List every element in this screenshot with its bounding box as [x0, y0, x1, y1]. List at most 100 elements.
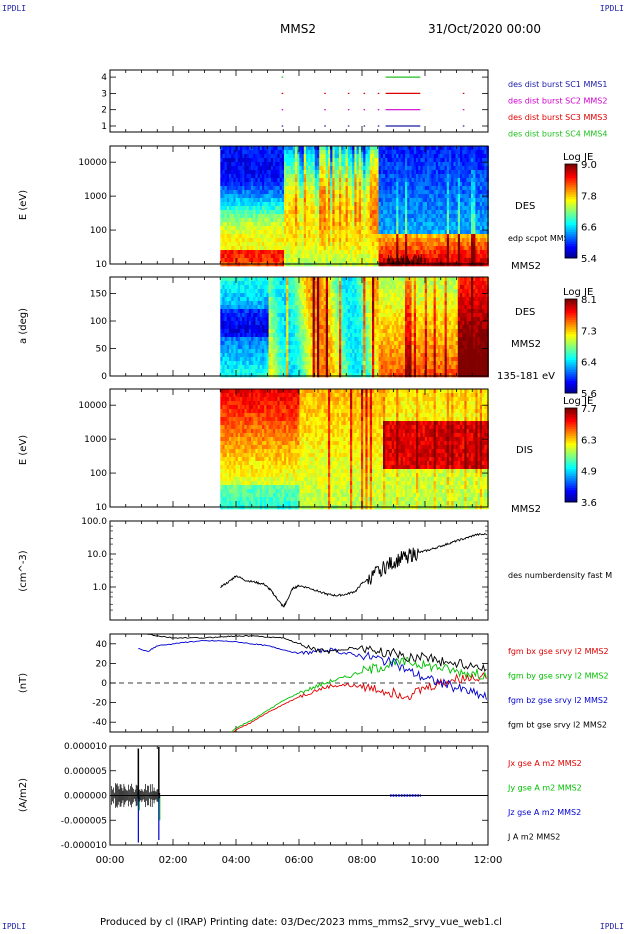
- spectrogram-cell: [330, 166, 333, 171]
- spectrogram-cell: [317, 190, 320, 195]
- spectrogram-cell: [427, 210, 430, 215]
- spectrogram-cell: [244, 222, 247, 227]
- spectrogram-cell: [308, 210, 311, 215]
- spectrogram-cell: [240, 146, 243, 151]
- spectrogram-cell: [438, 214, 441, 219]
- spectrogram-cell: [231, 246, 234, 251]
- spectrogram-cell: [336, 210, 340, 215]
- spectrogram-cell: [334, 226, 338, 231]
- spectrogram-cell: [387, 222, 390, 227]
- spectrogram-cell: [253, 277, 256, 282]
- spectrogram-cell: [466, 154, 470, 159]
- spectrogram-cell: [336, 234, 340, 239]
- spectrogram-cell: [226, 166, 230, 171]
- spectrogram-cell: [251, 154, 254, 159]
- spectrogram-cell: [244, 341, 247, 346]
- spectrogram-cell: [424, 182, 428, 187]
- spectrogram-cell: [341, 206, 344, 211]
- spectrogram-cell: [317, 238, 320, 243]
- spectrogram-cell: [224, 373, 228, 378]
- spectrogram-cell: [389, 226, 393, 231]
- spectrogram-cell: [264, 214, 267, 219]
- spectrogram-cell: [394, 198, 397, 203]
- spectrogram-cell: [440, 246, 443, 251]
- spectrogram-cell: [482, 174, 485, 179]
- spectrogram-cell: [268, 293, 272, 298]
- spectrogram-cell: [380, 226, 384, 231]
- spectrogram-cell: [314, 293, 318, 298]
- spectrogram-cell: [220, 293, 223, 298]
- spectrogram-cell: [244, 277, 247, 282]
- spectrogram-cell: [279, 317, 283, 322]
- spectrogram-cell: [253, 317, 256, 322]
- spectrogram-cell: [268, 373, 272, 378]
- spectrogram-cell: [343, 182, 346, 187]
- spectrogram-cell: [220, 246, 223, 251]
- spectrogram-cell: [273, 226, 276, 231]
- spectrogram-cell: [240, 150, 243, 155]
- spectrogram-cell: [387, 238, 390, 243]
- spectrogram-cell: [264, 313, 267, 318]
- spectrogram-cell: [266, 202, 269, 207]
- des-energy-spectrogram: [220, 146, 489, 267]
- spectrogram-cell: [301, 186, 305, 191]
- spectrogram-cell: [449, 222, 452, 227]
- spectrogram-cell: [394, 242, 397, 247]
- spectrogram-cell: [433, 158, 437, 163]
- spectrogram-cell: [226, 289, 230, 294]
- spectrogram-cell: [422, 242, 426, 247]
- spectrogram-cell: [336, 190, 340, 195]
- spectrogram-cell: [451, 198, 454, 203]
- spectrogram-cell: [279, 333, 283, 338]
- spectrogram-cell: [279, 325, 283, 330]
- spectrogram-cell: [345, 182, 349, 187]
- spectrogram-cell: [246, 214, 250, 219]
- spectrogram-cell: [288, 285, 291, 290]
- spectrogram-cell: [251, 313, 254, 318]
- spectrogram-cell: [235, 166, 239, 171]
- spectrogram-cell: [310, 297, 313, 302]
- spectrogram-cell: [292, 162, 296, 167]
- spectrogram-cell: [383, 166, 386, 171]
- spectrogram-cell: [352, 226, 355, 231]
- spectrogram-cell: [369, 214, 373, 219]
- spectrogram-cell: [451, 146, 454, 151]
- spectrogram-cell: [440, 166, 443, 171]
- spectrogram-cell: [328, 186, 331, 191]
- spectrogram-cell: [416, 246, 419, 251]
- spectrogram-cell: [237, 301, 241, 306]
- spectrogram-cell: [279, 373, 283, 378]
- spectrogram-cell: [292, 337, 296, 342]
- spectrogram-cell: [411, 254, 415, 259]
- spectrogram-cell: [308, 158, 311, 163]
- spectrogram-cell: [279, 357, 283, 362]
- spectrogram-cell: [422, 190, 426, 195]
- spectrogram-cell: [288, 317, 291, 322]
- spectrogram-cell: [402, 158, 406, 163]
- spectrogram-cell: [330, 214, 333, 219]
- spectrogram-cell: [281, 222, 285, 227]
- spectrogram-cell: [281, 329, 285, 334]
- spectrogram-cell: [290, 234, 294, 239]
- spectrogram-cell: [229, 214, 232, 219]
- spectrogram-cell: [248, 146, 252, 151]
- spectrogram-cell: [312, 293, 316, 298]
- spectrogram-cell: [343, 206, 346, 211]
- spectrogram-cell: [427, 234, 430, 239]
- spectrogram-cell: [270, 190, 274, 195]
- spectrogram-cell: [405, 166, 408, 171]
- spectrogram-cell: [264, 309, 267, 314]
- spectrogram-cell: [235, 150, 239, 155]
- spectrogram-cell: [325, 186, 329, 191]
- spectrogram-cell: [462, 218, 465, 223]
- spectrogram-cell: [259, 254, 263, 259]
- spectrogram-cell: [449, 198, 452, 203]
- spectrogram-cell: [455, 238, 459, 243]
- spectrogram-cell: [268, 309, 272, 314]
- spectrogram-cell: [297, 154, 300, 159]
- spectrogram-cell: [391, 226, 395, 231]
- spectrogram-cell: [292, 345, 296, 350]
- spectrogram-cell: [376, 206, 379, 211]
- spectrogram-cell: [363, 222, 366, 227]
- spectrogram-cell: [347, 246, 351, 251]
